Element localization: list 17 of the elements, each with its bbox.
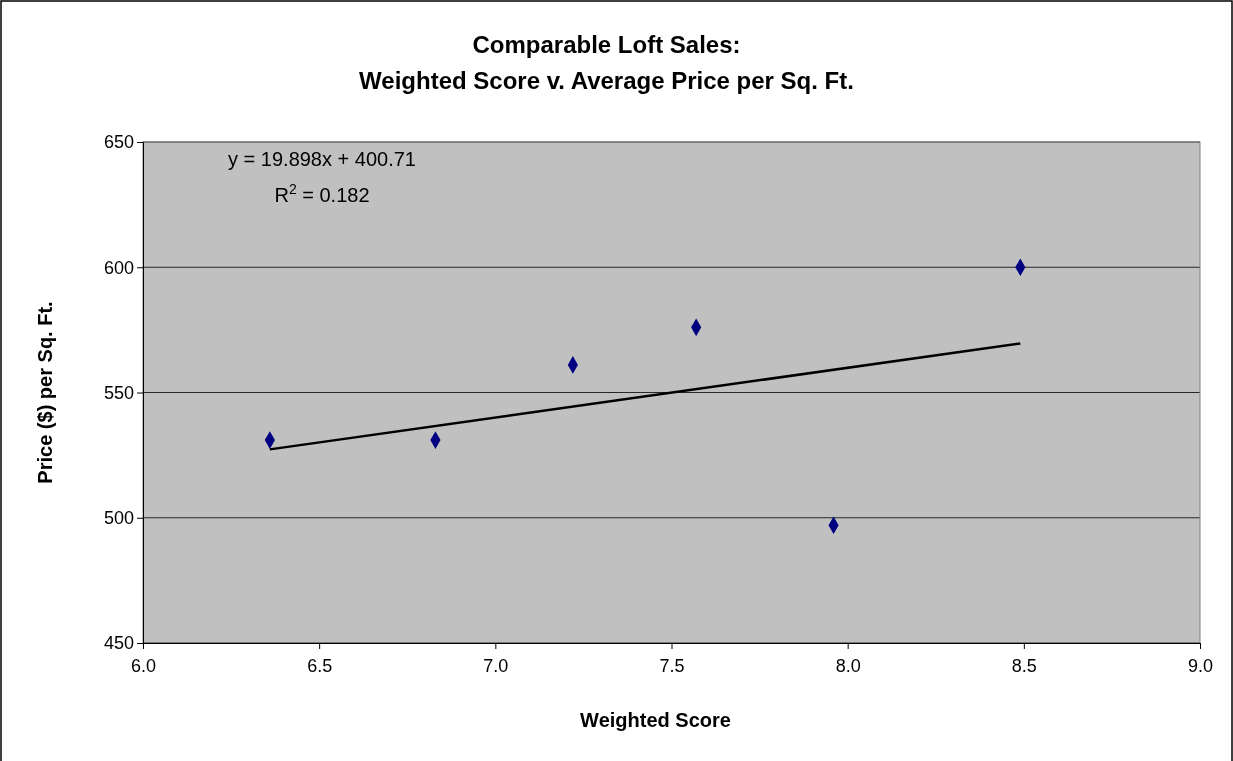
x-tick-label: 9.0 <box>1187 655 1214 676</box>
y-tick-label: 450 <box>103 633 134 654</box>
x-tick-label: 6.0 <box>130 655 157 676</box>
y-tick-label: 550 <box>103 382 134 403</box>
x-tick-label: 7.0 <box>483 655 509 676</box>
x-tick-label: 7.5 <box>659 655 685 676</box>
y-axis-title: Price ($) per Sq. Ft. <box>34 301 56 484</box>
x-axis-title: Weighted Score <box>580 709 731 731</box>
y-tick-label: 500 <box>103 508 134 529</box>
y-tick-label: 600 <box>103 257 134 278</box>
chart-title: Comparable Loft Sales: Weighted Score v. Average Price per Sq. Ft. <box>359 31 854 94</box>
annotation: R$^{2}$ = 0.182 <box>274 181 370 206</box>
annotation: y = 19.898x + 400.71 <box>228 148 416 170</box>
y-tick-label: 650 <box>103 132 134 153</box>
x-tick-label: 6.5 <box>307 655 333 676</box>
x-tick-label: 8.5 <box>1011 655 1037 676</box>
x-tick-label: 8.0 <box>835 655 861 676</box>
